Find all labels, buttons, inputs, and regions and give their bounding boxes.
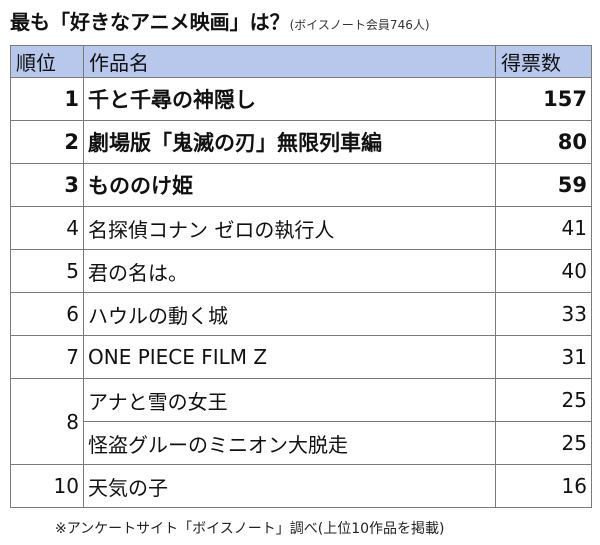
header-title: 作品名 <box>83 45 496 78</box>
rank-cell: 10 <box>10 464 84 508</box>
votes-cell: 80 <box>495 120 592 164</box>
table-row: 7 ONE PIECE FILM Z 31 <box>10 335 592 379</box>
votes-cell: 41 <box>495 206 592 250</box>
title-cell: 名探偵コナン ゼロの執行人 <box>83 206 496 250</box>
title-cell: もののけ姫 <box>83 163 496 207</box>
votes-cell: 31 <box>495 335 592 379</box>
rank-cell: 2 <box>10 120 84 164</box>
footnote: ※アンケートサイト「ボイスノート」調べ(上位10作品を掲載) <box>55 521 445 537</box>
title-cell: アナと雪の女王 <box>83 378 496 422</box>
table-row: 3 もののけ姫 59 <box>10 163 592 207</box>
table-row: 10 天気の子 16 <box>10 464 592 508</box>
votes-cell: 40 <box>495 249 592 293</box>
table-row: 1 千と千尋の神隠し 157 <box>10 77 592 121</box>
title-cell: 千と千尋の神隠し <box>83 77 496 121</box>
page-title: 最も「好きなアニメ映画」は？(ボイスノート会員746人) <box>10 6 430 40</box>
title-cell: ハウルの動く城 <box>83 292 496 336</box>
votes-cell: 33 <box>495 292 592 336</box>
votes-cell: 25 <box>495 378 592 422</box>
votes-cell: 16 <box>495 464 592 508</box>
title-sub: (ボイスノート会員746人) <box>289 18 430 32</box>
title-cell: 怪盗グルーのミニオン大脱走 <box>83 421 496 465</box>
rank-cell: 1 <box>10 77 84 121</box>
title-cell: 劇場版「鬼滅の刃」無限列車編 <box>83 120 496 164</box>
title-cell: 君の名は。 <box>83 249 496 293</box>
table-header-row: 順位 作品名 得票数 <box>10 45 592 78</box>
table-row: 怪盗グルーのミニオン大脱走 25 <box>11 421 592 465</box>
votes-cell: 25 <box>495 421 592 465</box>
rank-cell: 8 <box>10 378 84 465</box>
rank-cell: 3 <box>10 163 84 207</box>
title-cell: ONE PIECE FILM Z <box>83 335 496 379</box>
rank-cell: 4 <box>10 206 84 250</box>
rank-cell: 5 <box>10 249 84 293</box>
table-row: 8 アナと雪の女王 25 <box>10 378 592 465</box>
table-row: 6 ハウルの動く城 33 <box>10 292 592 336</box>
table-row: 2 劇場版「鬼滅の刃」無限列車編 80 <box>10 120 592 164</box>
header-votes: 得票数 <box>495 45 592 78</box>
ranking-table: 順位 作品名 得票数 1 千と千尋の神隠し 157 2 劇場版「鬼滅の刃」無限列… <box>10 45 592 508</box>
votes-cell: 59 <box>495 163 592 207</box>
title-cell: 天気の子 <box>83 464 496 508</box>
table-row: 4 名探偵コナン ゼロの執行人 41 <box>10 206 592 250</box>
rank-cell: 7 <box>10 335 84 379</box>
title-main: 最も「好きなアニメ映画」は？ <box>10 10 290 34</box>
header-rank: 順位 <box>10 45 84 78</box>
table-row: 5 君の名は。 40 <box>10 249 592 293</box>
rank-cell: 6 <box>10 292 84 336</box>
votes-cell: 157 <box>495 77 592 121</box>
